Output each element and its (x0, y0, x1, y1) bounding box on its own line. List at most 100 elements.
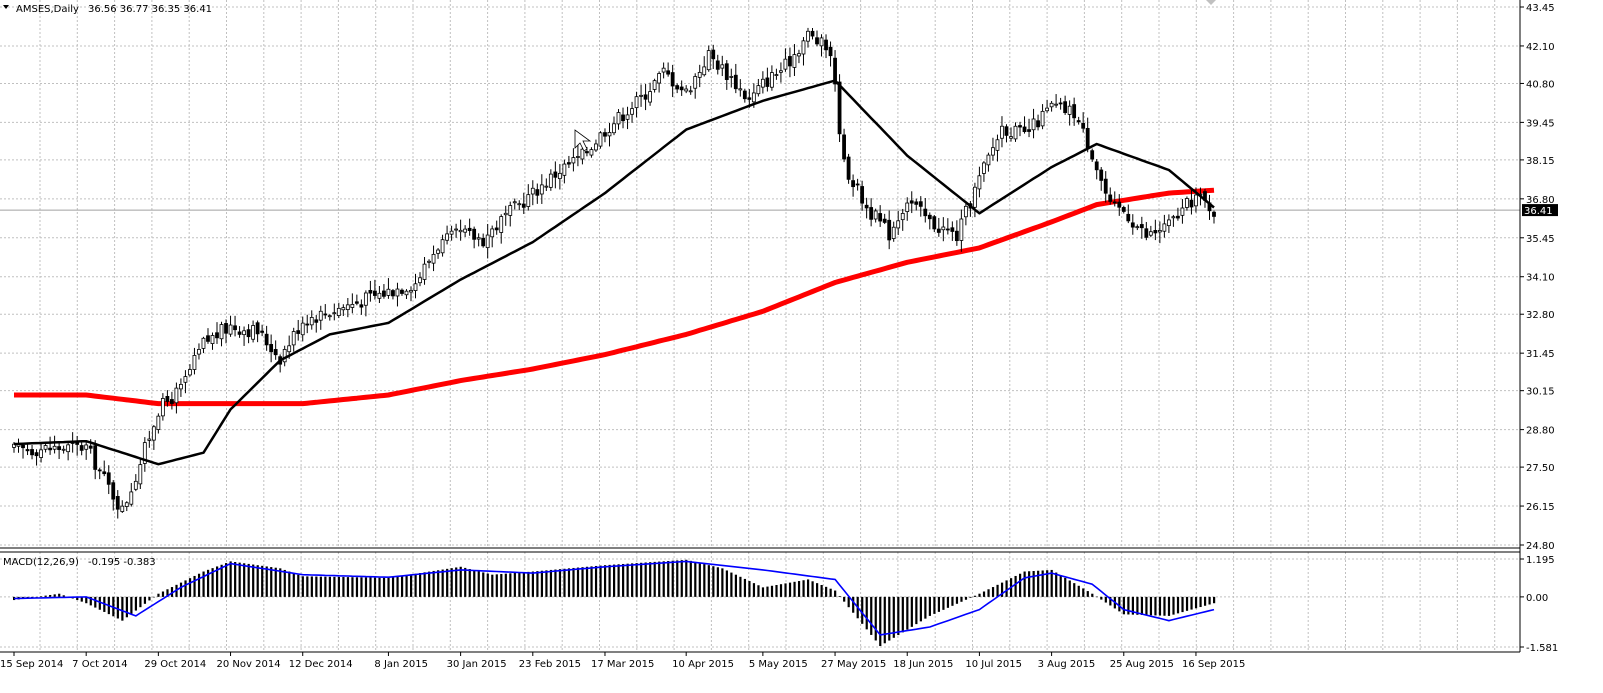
macd-bar (220, 564, 223, 597)
candle (657, 71, 662, 93)
candle (684, 85, 689, 94)
candle (512, 198, 517, 210)
macd-bar (527, 571, 530, 597)
symbol-menu-icon[interactable] (3, 5, 9, 9)
panel-separator[interactable] (0, 547, 1520, 552)
macd-bar (455, 567, 458, 597)
macd-bar (1077, 585, 1080, 597)
candle (891, 221, 896, 242)
macd-bar (1050, 569, 1053, 597)
x-tick-label: 18 Jun 2015 (893, 659, 953, 670)
candle (756, 78, 761, 97)
macd-y-tick-label: 1.195 (1526, 555, 1555, 566)
macd-bar (955, 596, 959, 604)
macd-bar (261, 565, 264, 597)
macd-bar (567, 568, 571, 597)
macd-bar (364, 577, 368, 597)
macd-bar (1032, 570, 1035, 597)
candle (652, 78, 657, 93)
macd-bar (617, 564, 620, 597)
macd-bar (915, 596, 918, 625)
candle (941, 217, 946, 242)
candle (508, 201, 513, 227)
macd-bar (689, 560, 692, 597)
candle (246, 324, 251, 344)
candle (377, 286, 382, 304)
candle (21, 442, 25, 459)
candle (738, 79, 743, 97)
candle (129, 482, 134, 507)
candle (991, 137, 995, 161)
candle (769, 65, 774, 91)
candle (16, 438, 21, 453)
candle (833, 50, 837, 92)
candle (720, 55, 725, 77)
candle (801, 37, 806, 66)
x-tick-label: 5 May 2015 (749, 659, 808, 670)
macd-bar (811, 581, 814, 597)
candle (1094, 159, 1099, 180)
candle (449, 225, 454, 241)
macd-bar (468, 569, 471, 597)
symbol-title: AMSES,Daily (16, 4, 79, 15)
candle (282, 345, 287, 367)
macd-bar (1154, 596, 1157, 616)
macd-title: MACD(12,26,9) (3, 557, 79, 568)
candle (350, 293, 355, 314)
macd-bar (1122, 596, 1125, 615)
macd-bar (928, 596, 931, 616)
candle (228, 315, 233, 337)
macd-bar (1100, 596, 1103, 600)
candle (278, 354, 283, 373)
chart-shift-icon[interactable] (1206, 0, 1216, 5)
candle (1063, 95, 1068, 115)
candle (932, 215, 937, 233)
macd-bar (1213, 596, 1216, 604)
candle (79, 442, 84, 456)
candle (923, 198, 928, 223)
candle (251, 320, 255, 343)
macd-bar (130, 596, 133, 614)
macd-bar (937, 596, 941, 612)
candle (742, 88, 747, 103)
macd-bar (748, 581, 751, 597)
macd-bar (1014, 575, 1017, 597)
candle (1009, 127, 1013, 142)
candle (521, 192, 526, 214)
x-tick-label: 10 Apr 2015 (672, 659, 734, 670)
candle (670, 64, 675, 98)
candle (1013, 122, 1018, 142)
macd-bar (405, 575, 408, 597)
candle (963, 202, 968, 226)
macd-bar (1005, 580, 1008, 597)
macd-bar (802, 580, 805, 597)
macd-bar (252, 564, 255, 597)
macd-bar (816, 583, 819, 597)
macd-bar (536, 571, 539, 597)
macd-bar (464, 567, 467, 597)
macd-bar (662, 561, 665, 597)
candle (598, 131, 603, 149)
candle (612, 116, 616, 136)
candle (1018, 121, 1022, 137)
candle (544, 178, 549, 191)
candle (783, 48, 788, 72)
macd-bar (766, 586, 769, 597)
macd-bar (1082, 588, 1085, 597)
candle (323, 304, 328, 319)
macd-bar (80, 596, 83, 602)
candle (887, 210, 892, 250)
candle (273, 340, 278, 360)
candle (729, 68, 734, 88)
candle (318, 305, 323, 330)
macd-bar (1199, 596, 1202, 608)
macd-bar (761, 587, 765, 597)
candle (760, 71, 765, 94)
candle (1139, 216, 1144, 239)
candle (102, 460, 107, 477)
macd-bar (1208, 596, 1211, 605)
macd-bar (441, 569, 444, 597)
macd-bar (333, 576, 336, 597)
